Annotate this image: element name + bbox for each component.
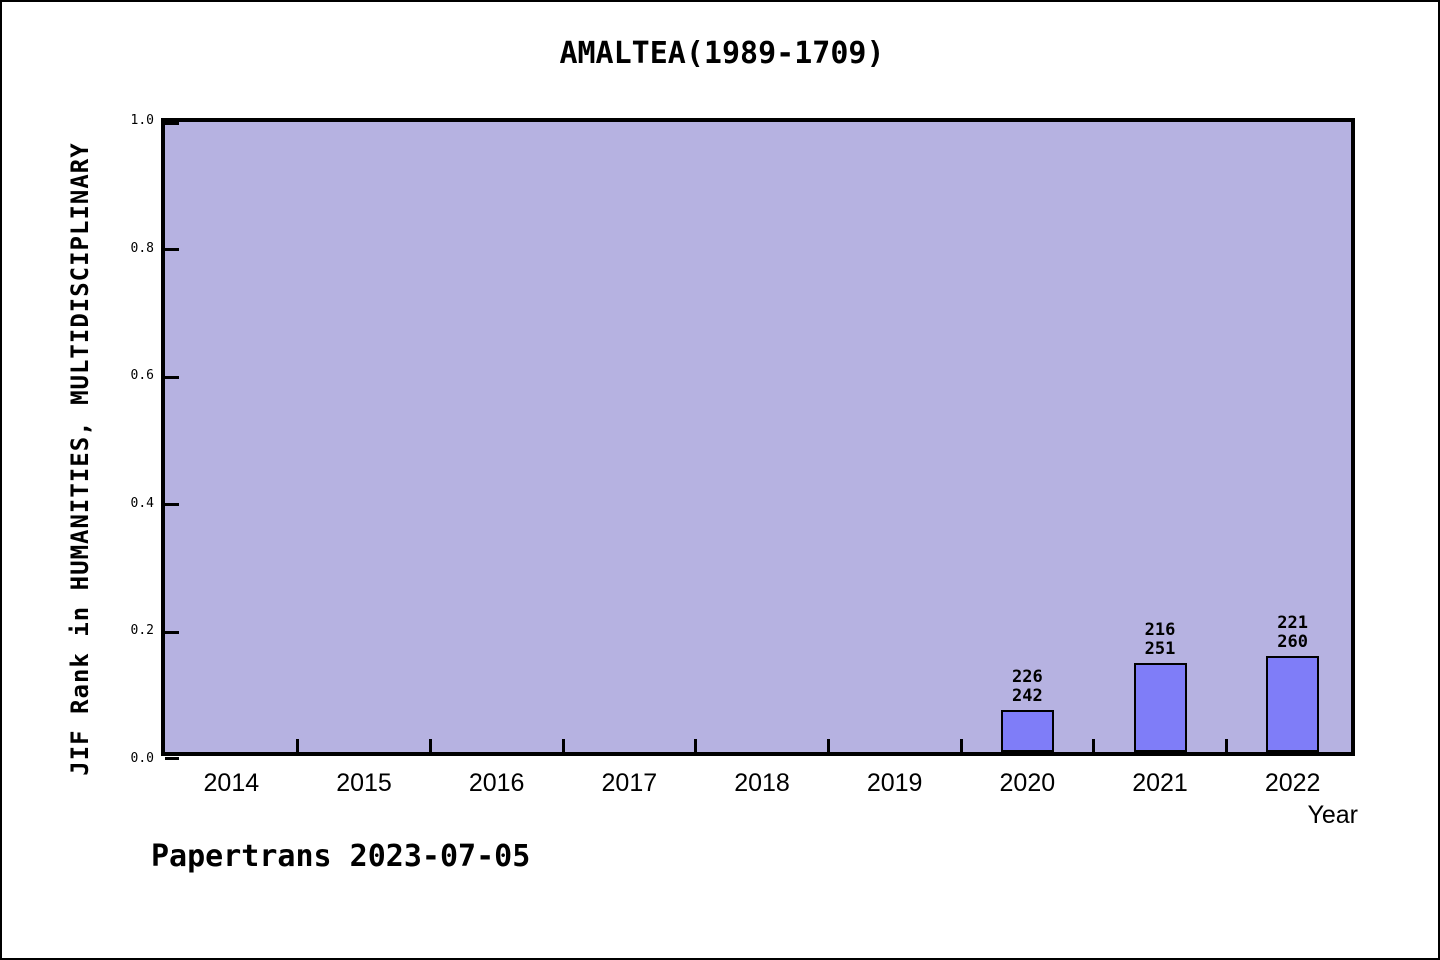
y-tick-mark-0.6 bbox=[165, 375, 179, 379]
y-tick-label-0.8: 0.8 bbox=[130, 240, 154, 256]
bar-label-2021: 216 251 bbox=[1144, 620, 1176, 659]
x-tick-label-2019: 2019 bbox=[866, 769, 923, 797]
y-tick-mark-1.0 bbox=[165, 122, 179, 125]
y-tick-label-0.4: 0.4 bbox=[130, 495, 154, 511]
y-tick-mark-0.2 bbox=[165, 630, 179, 634]
x-tick-label-2018: 2018 bbox=[734, 769, 790, 797]
x-tick-mark-3 bbox=[561, 739, 565, 752]
y-tick-label-1.0: 1.0 bbox=[130, 113, 154, 128]
x-tick-mark-1 bbox=[296, 739, 300, 752]
x-tick-label-2022: 2022 bbox=[1264, 769, 1321, 797]
y-tick-label-0.0: 0.0 bbox=[130, 751, 154, 766]
bar-2020 bbox=[1000, 710, 1054, 752]
y-tick-mark-0.0 bbox=[165, 757, 179, 760]
plot-area: 226 242 216 251 221 260 bbox=[161, 118, 1355, 760]
bar-label-2022: 221 260 bbox=[1277, 613, 1309, 652]
x-tick-label-2017: 2017 bbox=[601, 769, 658, 797]
chart-title: AMALTEA(1989-1709) bbox=[559, 36, 885, 71]
x-tick-mark-2 bbox=[428, 739, 432, 752]
x-tick-label-2014: 2014 bbox=[203, 769, 260, 797]
x-tick-mark-8 bbox=[1224, 739, 1228, 752]
y-tick-mark-0.4 bbox=[165, 503, 179, 507]
x-tick-label-2020: 2020 bbox=[999, 769, 1056, 797]
x-axis-label: Year bbox=[1307, 801, 1358, 829]
bar-2022 bbox=[1266, 656, 1320, 752]
x-tick-mark-7 bbox=[1092, 739, 1096, 752]
bar-label-2020: 226 242 bbox=[1011, 667, 1043, 706]
y-tick-mark-0.8 bbox=[165, 248, 179, 252]
watermark-text: Papertrans 2023-07-05 bbox=[151, 839, 531, 874]
x-tick-mark-4 bbox=[694, 739, 698, 752]
x-tick-label-2021: 2021 bbox=[1132, 769, 1188, 797]
x-tick-mark-6 bbox=[959, 739, 963, 752]
x-tick-mark-5 bbox=[826, 739, 830, 752]
bar-2021 bbox=[1133, 663, 1187, 752]
x-tick-label-2016: 2016 bbox=[468, 769, 525, 797]
y-axis-label: JIF Rank in HUMANITIES, MULTIDISCIPLINAR… bbox=[66, 142, 94, 776]
plot-inner: 226 242 216 251 221 260 bbox=[165, 122, 1351, 760]
y-tick-label-0.2: 0.2 bbox=[130, 623, 154, 639]
x-tick-label-2015: 2015 bbox=[336, 769, 392, 797]
y-tick-label-0.6: 0.6 bbox=[130, 368, 154, 384]
